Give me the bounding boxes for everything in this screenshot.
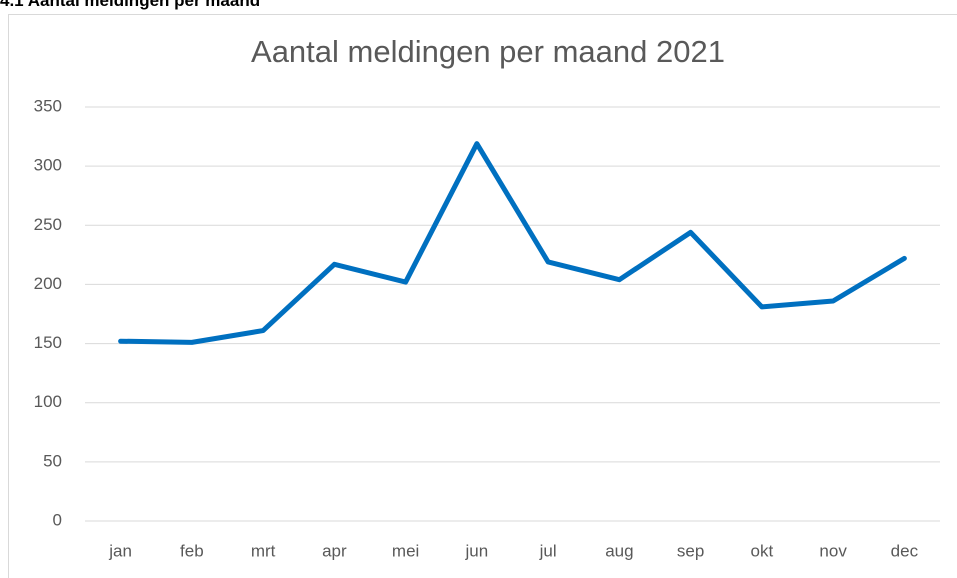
chart-title: Aantal meldingen per maand 2021 (251, 34, 725, 69)
x-tick-label: apr (322, 541, 347, 560)
chart-frame (8, 14, 957, 578)
y-tick-label: 0 (53, 510, 62, 529)
x-tick-label: jan (108, 541, 132, 560)
section-heading: 4.1 Aantal meldingen per maand (0, 0, 260, 10)
y-tick-label: 250 (34, 215, 62, 234)
y-tick-label: 200 (34, 274, 62, 293)
x-tick-label: mei (392, 541, 419, 560)
x-tick-label: feb (180, 541, 204, 560)
y-tick-label: 100 (34, 392, 62, 411)
x-tick-label: mrt (251, 541, 276, 560)
x-tick-label: okt (751, 541, 774, 560)
x-tick-label: aug (605, 541, 633, 560)
y-tick-label: 300 (34, 156, 62, 175)
data-line (118, 141, 907, 345)
x-tick-label: jul (539, 541, 557, 560)
x-tick-label: sep (677, 541, 704, 560)
y-tick-label: 50 (43, 451, 62, 470)
x-tick-label: nov (819, 541, 847, 560)
x-tick-label: dec (891, 541, 919, 560)
x-tick-label: jun (465, 541, 489, 560)
y-tick-label: 150 (34, 333, 62, 352)
y-tick-label: 350 (34, 96, 62, 115)
